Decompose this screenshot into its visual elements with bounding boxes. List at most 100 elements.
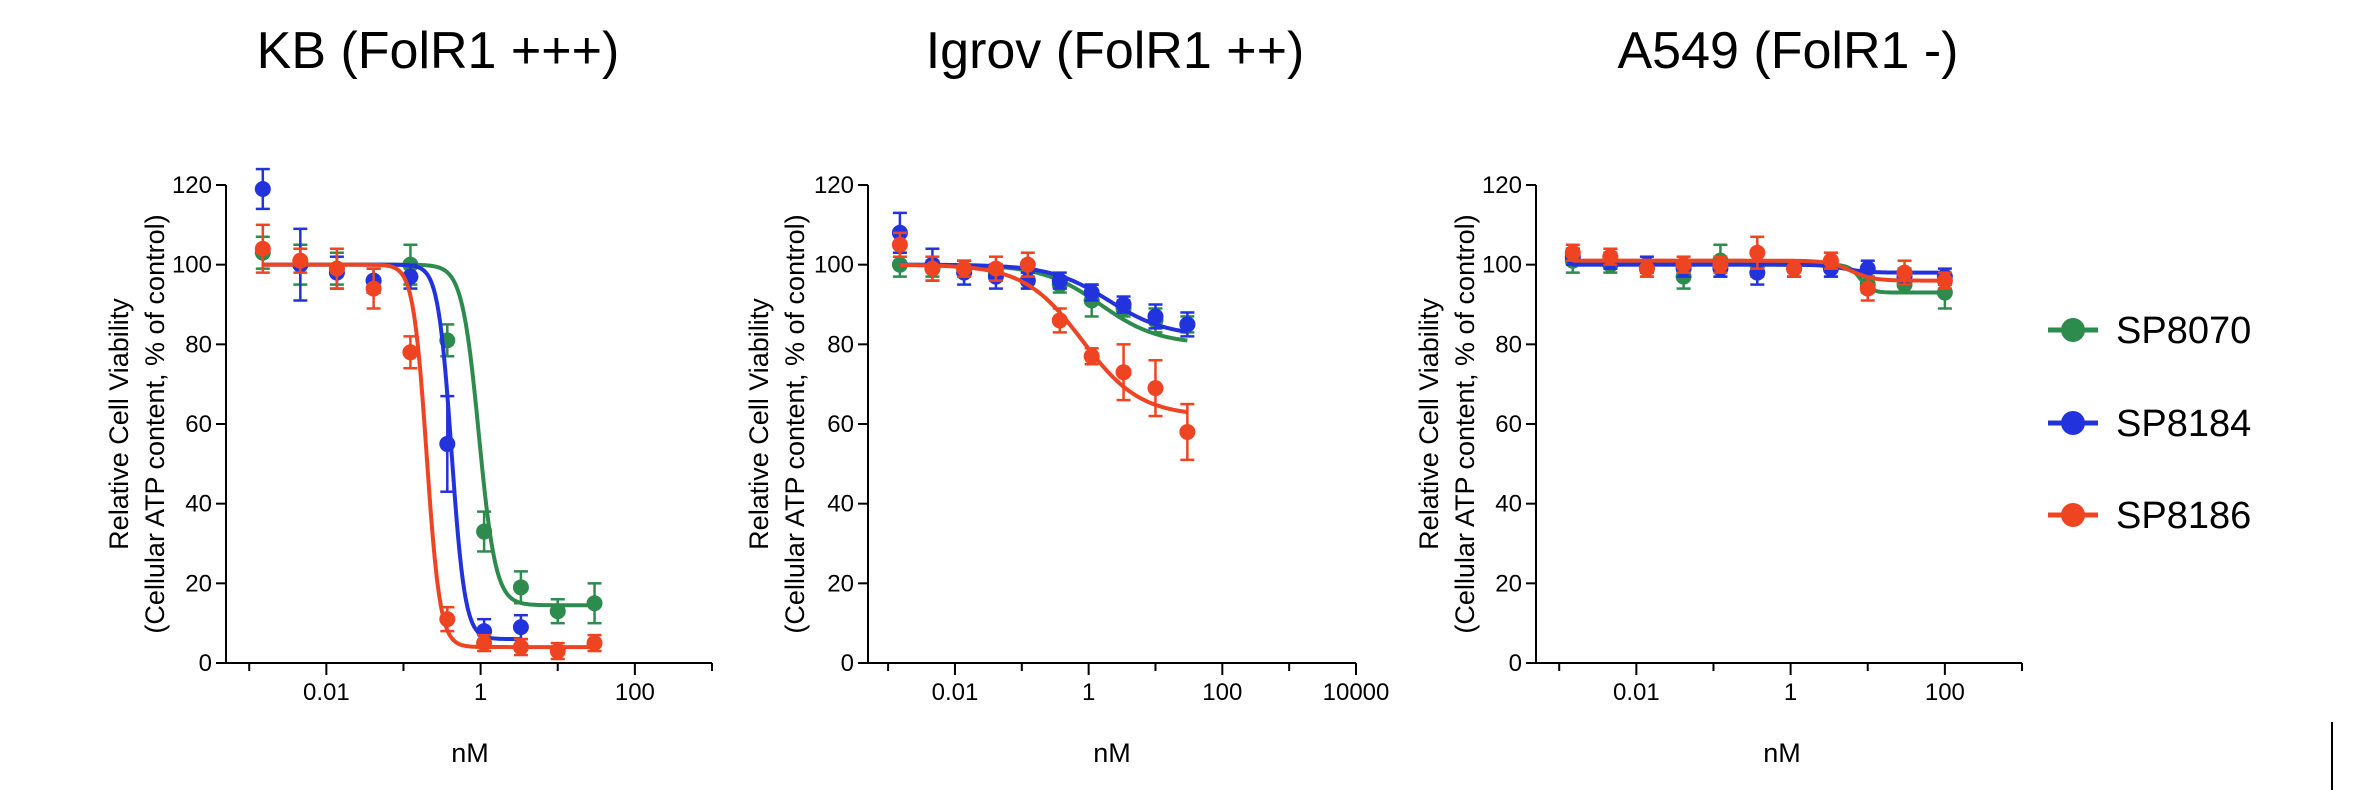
- data-point-sp8186: [1051, 312, 1068, 329]
- data-point-sp8186: [1896, 264, 1913, 281]
- y-tick-label: 120: [1482, 172, 1522, 199]
- data-point-sp8186: [439, 611, 456, 628]
- y-tick-label: 40: [185, 491, 212, 518]
- data-point-sp8186: [549, 643, 566, 660]
- data-point-sp8184: [1859, 260, 1876, 277]
- x-tick-label: 0.01: [1613, 679, 1660, 706]
- y-tick-label: 60: [827, 411, 854, 438]
- data-point-sp8186: [476, 635, 493, 652]
- legend-label-sp8184: SP8184: [2116, 403, 2251, 445]
- y-axis-label-line: (Cellular ATP content, % of control): [140, 214, 170, 633]
- fit-curve-sp8186: [1572, 258, 1945, 283]
- x-axis-label: nM: [1763, 738, 1801, 768]
- panel-title: Igrov (FolR1 ++): [926, 22, 1305, 80]
- data-point-sp8186: [1564, 244, 1581, 261]
- y-tick-label: 80: [1495, 331, 1522, 358]
- data-point-sp8186: [1602, 248, 1619, 265]
- y-tick-label: 0: [199, 650, 212, 677]
- panel-title: KB (FolR1 +++): [257, 22, 620, 80]
- fit-curve-sp8070: [262, 262, 595, 608]
- y-axis-label-line: (Cellular ATP content, % of control): [1450, 214, 1480, 633]
- legend-item-sp8184: SP8184: [2048, 403, 2251, 445]
- legend-label-sp8070: SP8070: [2116, 310, 2251, 352]
- x-tick-label: 1: [1082, 679, 1095, 706]
- y-tick-label: 100: [1482, 252, 1522, 279]
- y-tick-label: 20: [827, 570, 854, 597]
- fit-curve-sp8186: [262, 262, 595, 650]
- x-tick-label: 100: [1925, 679, 1965, 706]
- data-point-sp8186: [512, 639, 529, 656]
- data-point-sp8184: [1083, 284, 1100, 301]
- legend: SP8070 SP8184 SP8186: [2048, 310, 2251, 537]
- data-point-sp8186: [1749, 244, 1766, 261]
- fit-curve-sp8186: [899, 262, 1188, 415]
- x-tick-label: 0.01: [303, 679, 350, 706]
- y-axis-label-line: Relative Cell Viability: [1414, 298, 1444, 550]
- legend-item-sp8186: SP8186: [2048, 495, 2251, 537]
- y-axis-label-line: (Cellular ATP content, % of control): [780, 214, 810, 633]
- series-sp8070: [254, 235, 603, 625]
- y-tick-label: 60: [1495, 411, 1522, 438]
- data-point-sp8070: [512, 579, 529, 596]
- data-point-sp8186: [1675, 256, 1692, 273]
- x-tick-label: 1: [474, 679, 487, 706]
- panel-igrov: Igrov (FolR1 ++) 0 20 40 60 80 100 120 0.01 1 100 1…: [744, 22, 1389, 768]
- y-tick-label: 100: [814, 252, 854, 279]
- x-tick-label: 100: [615, 679, 655, 706]
- data-point-sp8186: [586, 635, 603, 652]
- data-point-sp8186: [328, 260, 345, 277]
- y-axis-label-line: Relative Cell Viability: [744, 298, 774, 550]
- x-tick-label: 0.01: [932, 679, 979, 706]
- y-tick-label: 40: [827, 491, 854, 518]
- y-tick-label: 20: [185, 570, 212, 597]
- series-sp8186: [1564, 235, 1953, 302]
- data-point-sp8186: [1019, 256, 1036, 273]
- data-point-sp8186: [1859, 280, 1876, 297]
- data-point-sp8184: [254, 180, 271, 197]
- data-point-sp8186: [1936, 272, 1953, 289]
- series-sp8186: [891, 231, 1196, 462]
- data-point-sp8186: [1638, 260, 1655, 277]
- legend-marker-sp8070: [2061, 318, 2085, 342]
- data-point-sp8186: [1786, 260, 1803, 277]
- series-sp8184: [254, 167, 529, 645]
- fit-curve-sp8070: [899, 262, 1188, 343]
- legend-marker-sp8184: [2061, 411, 2085, 435]
- data-point-sp8186: [254, 240, 271, 257]
- data-point-sp8186: [1147, 380, 1164, 397]
- data-point-sp8184: [1179, 316, 1196, 333]
- x-axis-label: nM: [1093, 738, 1131, 768]
- legend-item-sp8070: SP8070: [2048, 310, 2251, 352]
- data-point-sp8070: [476, 523, 493, 540]
- y-tick-label: 20: [1495, 570, 1522, 597]
- data-point-sp8186: [1179, 423, 1196, 440]
- x-tick-label: 10000: [1323, 679, 1390, 706]
- legend-label-sp8186: SP8186: [2116, 495, 2251, 537]
- data-point-sp8186: [402, 344, 419, 361]
- data-point-sp8070: [549, 603, 566, 620]
- y-tick-label: 0: [841, 650, 854, 677]
- data-point-sp8186: [1115, 364, 1132, 381]
- series-sp8186: [254, 223, 603, 661]
- data-point-sp8184: [512, 619, 529, 636]
- data-point-sp8186: [292, 252, 309, 269]
- data-point-sp8184: [1115, 296, 1132, 313]
- x-tick-label: 100: [1202, 679, 1242, 706]
- panel-a549: A549 (FolR1 -) 0 20 40 60 80 100 120 0.01 1 100 nM R…: [1414, 22, 2023, 768]
- y-tick-label: 120: [172, 172, 212, 199]
- y-tick-label: 80: [185, 331, 212, 358]
- y-tick-label: 40: [1495, 491, 1522, 518]
- y-axis-label-line: Relative Cell Viability: [104, 298, 134, 550]
- data-point-sp8186: [365, 280, 382, 297]
- data-point-sp8186: [891, 236, 908, 253]
- panel-kb: KB (FolR1 +++) 0 20 40 60 80 100 120 0.01 1 100 nM R…: [104, 22, 713, 768]
- data-point-sp8070: [586, 595, 603, 612]
- y-tick-label: 80: [827, 331, 854, 358]
- data-point-sp8186: [924, 260, 941, 277]
- y-tick-label: 100: [172, 252, 212, 279]
- x-tick-label: 1: [1784, 679, 1797, 706]
- data-point-sp8184: [1147, 308, 1164, 325]
- data-point-sp8186: [1083, 348, 1100, 365]
- x-axis-label: nM: [451, 738, 489, 768]
- y-tick-label: 60: [185, 411, 212, 438]
